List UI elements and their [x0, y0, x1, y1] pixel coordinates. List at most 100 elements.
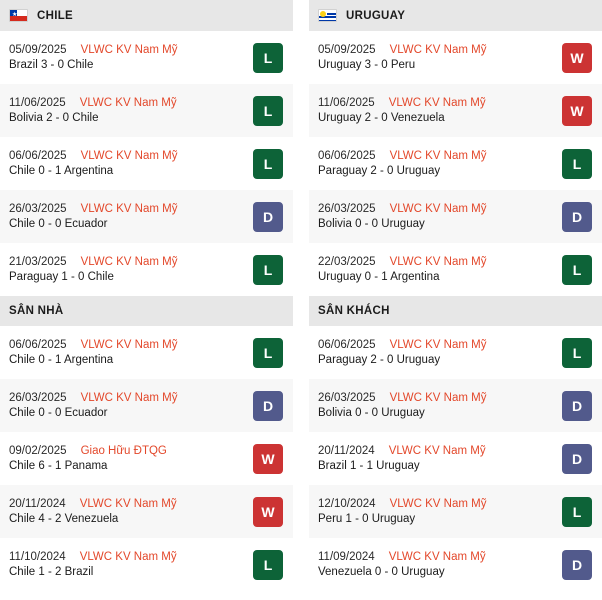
match-date: 11/10/2024 [9, 551, 66, 563]
match-date: 20/11/2024 [9, 498, 66, 510]
match-meta-line: 11/09/2024 VLWC KV Nam Mỹ [318, 551, 554, 563]
match-competition: VLWC KV Nam Mỹ [79, 498, 177, 510]
match-meta-line: 22/03/2025 VLWC KV Nam Mỹ [318, 256, 554, 268]
match-meta-line: 20/11/2024 VLWC KV Nam Mỹ [9, 498, 245, 510]
match-row[interactable]: 20/11/2024 VLWC KV Nam Mỹ Chile 4 - 2 Vene… [0, 485, 293, 538]
match-info: 26/03/2025 VLWC KV Nam Mỹ Chile 0 - 0 Ecua… [9, 392, 245, 419]
result-badge: W [253, 443, 283, 474]
match-score: Uruguay 2 - 0 Venezuela [318, 112, 445, 124]
match-score: Bolivia 0 - 0 Uruguay [318, 218, 425, 230]
match-score: Paraguay 2 - 0 Uruguay [318, 354, 441, 366]
result-badge: W [562, 95, 592, 126]
match-date: 26/03/2025 [9, 392, 67, 404]
match-info: 26/03/2025 VLWC KV Nam Mỹ Chile 0 - 0 Ecua… [9, 203, 245, 230]
result-badge: L [562, 254, 592, 285]
match-date: 09/02/2025 [9, 445, 67, 457]
team-column-left: ★ CHILE 05/09/2025 VLWC KV Nam Mỹ Brazil 3… [0, 0, 293, 600]
venue-header-right: SÂN KHÁCH [309, 296, 602, 326]
match-date: 06/06/2025 [9, 150, 67, 162]
team-header-left: ★ CHILE [0, 0, 293, 31]
match-score: Bolivia 0 - 0 Uruguay [318, 407, 425, 419]
match-score: Brazil 3 - 0 Chile [9, 59, 94, 71]
team-name-left: CHILE [37, 9, 73, 22]
match-competition: VLWC KV Nam Mỹ [388, 445, 486, 457]
result-badge: D [253, 390, 283, 421]
match-meta-line: 06/06/2025 VLWC KV Nam Mỹ [318, 150, 554, 162]
match-competition: Giao Hữu ĐTQG [80, 445, 167, 457]
match-row[interactable]: 06/06/2025 VLWC KV Nam Mỹ Chile 0 - 1 Arge… [0, 137, 293, 190]
match-score: Chile 4 - 2 Venezuela [9, 513, 119, 525]
match-info: 06/06/2025 VLWC KV Nam Mỹ Paraguay 2 - 0 U… [318, 150, 554, 177]
match-row[interactable]: 20/11/2024 VLWC KV Nam Mỹ Brazil 1 - 1 Uru… [309, 432, 602, 485]
match-row[interactable]: 11/06/2025 VLWC KV Nam Mỹ Bolivia 2 - 0 Ch… [0, 84, 293, 137]
match-row[interactable]: 06/06/2025 VLWC KV Nam Mỹ Chile 0 - 1 Arge… [0, 326, 293, 379]
match-date: 11/06/2025 [9, 97, 66, 109]
match-row[interactable]: 11/09/2024 VLWC KV Nam Mỹ Venezuela 0 - 0 … [309, 538, 602, 591]
match-meta-line: 12/10/2024 VLWC KV Nam Mỹ [318, 498, 554, 510]
match-meta-line: 06/06/2025 VLWC KV Nam Mỹ [9, 150, 245, 162]
match-info: 12/10/2024 VLWC KV Nam Mỹ Peru 1 - 0 Urugu… [318, 498, 554, 525]
match-row[interactable]: 26/03/2025 VLWC KV Nam Mỹ Chile 0 - 0 Ecua… [0, 379, 293, 432]
match-row[interactable]: 21/03/2025 VLWC KV Nam Mỹ Paraguay 1 - 0 C… [0, 243, 293, 296]
result-badge: L [253, 42, 283, 73]
match-competition: VLWC KV Nam Mỹ [79, 97, 177, 109]
match-date: 11/09/2024 [318, 551, 375, 563]
result-badge: L [253, 549, 283, 580]
uruguay-flag-icon [318, 9, 337, 22]
match-info: 11/06/2025 VLWC KV Nam Mỹ Uruguay 2 - 0 Ve… [318, 97, 554, 124]
match-meta-line: 26/03/2025 VLWC KV Nam Mỹ [318, 392, 554, 404]
match-score: Chile 0 - 0 Ecuador [9, 407, 108, 419]
result-badge: L [253, 95, 283, 126]
match-score: Peru 1 - 0 Uruguay [318, 513, 416, 525]
venue-matches-list-right: 06/06/2025 VLWC KV Nam Mỹ Paraguay 2 - 0 U… [309, 326, 602, 591]
recent-matches-list-right: 05/09/2025 VLWC KV Nam Mỹ Uruguay 3 - 0 Pe… [309, 31, 602, 296]
match-meta-line: 06/06/2025 VLWC KV Nam Mỹ [9, 339, 245, 351]
match-date: 21/03/2025 [9, 256, 67, 268]
match-row[interactable]: 12/10/2024 VLWC KV Nam Mỹ Peru 1 - 0 Urugu… [309, 485, 602, 538]
match-info: 11/06/2025 VLWC KV Nam Mỹ Bolivia 2 - 0 Ch… [9, 97, 245, 124]
match-date: 06/06/2025 [318, 150, 376, 162]
match-date: 12/10/2024 [318, 498, 376, 510]
match-meta-line: 09/02/2025 Giao Hữu ĐTQG [9, 445, 245, 457]
match-row[interactable]: 06/06/2025 VLWC KV Nam Mỹ Paraguay 2 - 0 U… [309, 137, 602, 190]
match-row[interactable]: 05/09/2025 VLWC KV Nam Mỹ Uruguay 3 - 0 Pe… [309, 31, 602, 84]
match-competition: VLWC KV Nam Mỹ [389, 339, 487, 351]
match-row[interactable]: 11/06/2025 VLWC KV Nam Mỹ Uruguay 2 - 0 Ve… [309, 84, 602, 137]
match-competition: VLWC KV Nam Mỹ [389, 150, 487, 162]
match-score: Paraguay 2 - 0 Uruguay [318, 165, 441, 177]
match-score: Chile 0 - 1 Argentina [9, 354, 114, 366]
match-info: 26/03/2025 VLWC KV Nam Mỹ Bolivia 0 - 0 Ur… [318, 203, 554, 230]
match-row[interactable]: 09/02/2025 Giao Hữu ĐTQG Chile 6 - 1 Panam… [0, 432, 293, 485]
match-competition: VLWC KV Nam Mỹ [389, 392, 487, 404]
result-badge: L [562, 337, 592, 368]
result-badge: D [562, 443, 592, 474]
match-info: 06/06/2025 VLWC KV Nam Mỹ Paraguay 2 - 0 U… [318, 339, 554, 366]
match-date: 26/03/2025 [318, 392, 376, 404]
match-row[interactable]: 26/03/2025 VLWC KV Nam Mỹ Bolivia 0 - 0 Ur… [309, 379, 602, 432]
recent-matches-list-left: 05/09/2025 VLWC KV Nam Mỹ Brazil 3 - 0 Chi… [0, 31, 293, 296]
team-name-right: URUGUAY [346, 9, 406, 22]
result-badge: D [562, 549, 592, 580]
match-meta-line: 05/09/2025 VLWC KV Nam Mỹ [318, 44, 554, 56]
match-row[interactable]: 26/03/2025 VLWC KV Nam Mỹ Chile 0 - 0 Ecua… [0, 190, 293, 243]
match-row[interactable]: 11/10/2024 VLWC KV Nam Mỹ Chile 1 - 2 Braz… [0, 538, 293, 591]
match-competition: VLWC KV Nam Mỹ [79, 551, 177, 563]
match-row[interactable]: 26/03/2025 VLWC KV Nam Mỹ Bolivia 0 - 0 Ur… [309, 190, 602, 243]
match-score: Venezuela 0 - 0 Uruguay [318, 566, 445, 578]
match-info: 06/06/2025 VLWC KV Nam Mỹ Chile 0 - 1 Arge… [9, 150, 245, 177]
match-competition: VLWC KV Nam Mỹ [389, 256, 487, 268]
match-meta-line: 11/06/2025 VLWC KV Nam Mỹ [9, 97, 245, 109]
match-row[interactable]: 06/06/2025 VLWC KV Nam Mỹ Paraguay 2 - 0 U… [309, 326, 602, 379]
match-row[interactable]: 22/03/2025 VLWC KV Nam Mỹ Uruguay 0 - 1 Ar… [309, 243, 602, 296]
match-score: Chile 0 - 0 Ecuador [9, 218, 108, 230]
match-score: Uruguay 3 - 0 Peru [318, 59, 416, 71]
match-row[interactable]: 05/09/2025 VLWC KV Nam Mỹ Brazil 3 - 0 Chi… [0, 31, 293, 84]
match-meta-line: 06/06/2025 VLWC KV Nam Mỹ [318, 339, 554, 351]
column-divider [293, 0, 309, 600]
match-score: Brazil 1 - 1 Uruguay [318, 460, 420, 472]
result-badge: W [253, 496, 283, 527]
match-competition: VLWC KV Nam Mỹ [80, 339, 178, 351]
match-competition: VLWC KV Nam Mỹ [388, 97, 486, 109]
match-competition: VLWC KV Nam Mỹ [80, 203, 178, 215]
match-info: 26/03/2025 VLWC KV Nam Mỹ Bolivia 0 - 0 Ur… [318, 392, 554, 419]
